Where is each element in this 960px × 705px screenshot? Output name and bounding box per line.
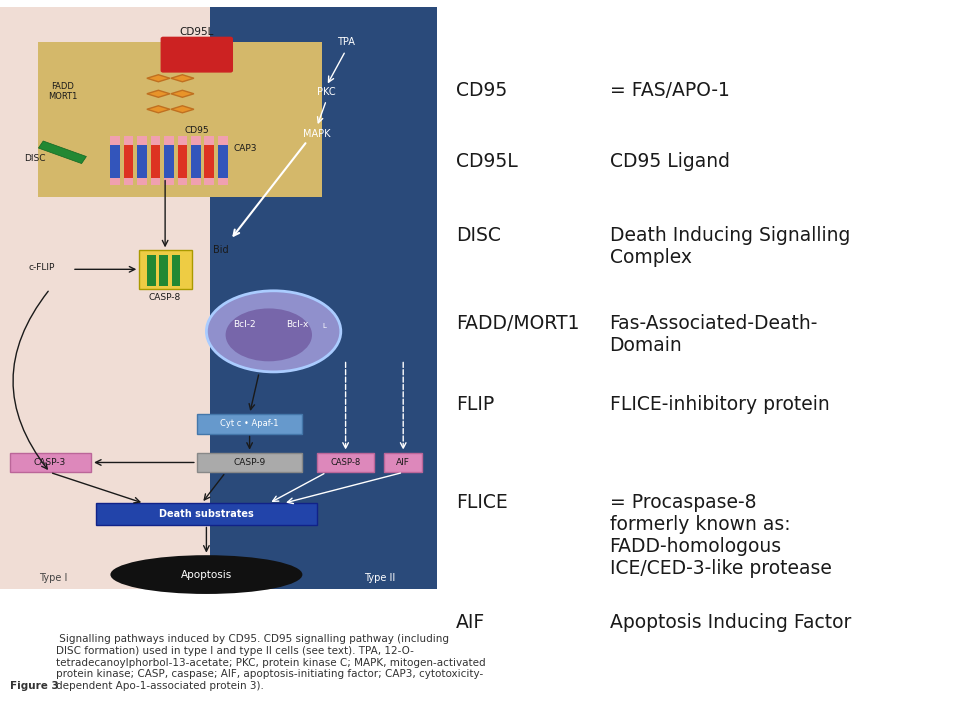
Bar: [172, 255, 180, 286]
Bar: [124, 178, 133, 185]
Bar: [0, 7, 437, 589]
Text: Type II: Type II: [364, 573, 395, 583]
FancyBboxPatch shape: [197, 414, 302, 434]
FancyBboxPatch shape: [161, 37, 232, 72]
Text: CD95: CD95: [456, 81, 507, 100]
Text: Signalling pathways induced by CD95. CD95 signalling pathway (including
DISC for: Signalling pathways induced by CD95. CD9…: [56, 634, 486, 691]
Text: Figure 3: Figure 3: [10, 681, 59, 691]
Text: Bcl-x: Bcl-x: [286, 320, 309, 329]
Text: Apoptosis Inducing Factor: Apoptosis Inducing Factor: [610, 613, 851, 632]
Text: FADD/MORT1: FADD/MORT1: [456, 314, 580, 333]
Text: CASP-8: CASP-8: [149, 293, 181, 302]
Text: CASP-8: CASP-8: [330, 458, 361, 467]
FancyBboxPatch shape: [317, 453, 374, 472]
Bar: [204, 136, 214, 145]
Ellipse shape: [206, 290, 341, 372]
Bar: [137, 136, 147, 145]
Text: AIF: AIF: [456, 613, 485, 632]
Text: Death Inducing Signalling
Complex: Death Inducing Signalling Complex: [610, 226, 850, 266]
Bar: [209, 7, 437, 589]
Text: Bid: Bid: [213, 245, 228, 255]
Bar: [191, 178, 201, 185]
Bar: [164, 141, 174, 180]
Bar: [137, 178, 147, 185]
Text: CD95 Ligand: CD95 Ligand: [610, 152, 730, 171]
Text: CAP3: CAP3: [233, 144, 256, 152]
Bar: [218, 136, 228, 145]
Text: Fas-Associated-Death-
Domain: Fas-Associated-Death- Domain: [610, 314, 818, 355]
Text: Cyt c • Apaf-1: Cyt c • Apaf-1: [221, 419, 278, 428]
Text: TPA: TPA: [337, 37, 354, 47]
Bar: [151, 178, 160, 185]
Ellipse shape: [226, 309, 312, 361]
Bar: [164, 136, 174, 145]
Text: = Procaspase-8
formerly known as:
FADD-homologous
ICE/CED-3-like protease: = Procaspase-8 formerly known as: FADD-h…: [610, 493, 831, 579]
Text: DISC: DISC: [456, 226, 501, 245]
Bar: [204, 141, 214, 180]
Bar: [191, 136, 201, 145]
Text: L: L: [323, 322, 326, 329]
Polygon shape: [147, 106, 170, 113]
Bar: [151, 141, 160, 180]
Text: PKC: PKC: [317, 87, 336, 97]
Text: FLICE-inhibitory protein: FLICE-inhibitory protein: [610, 395, 829, 414]
Bar: [124, 141, 133, 180]
Text: CD95: CD95: [184, 126, 209, 135]
Ellipse shape: [110, 556, 302, 594]
Bar: [191, 141, 201, 180]
Polygon shape: [38, 141, 86, 164]
Polygon shape: [171, 75, 194, 82]
Text: FADD
MORT1: FADD MORT1: [48, 82, 77, 102]
Text: Bcl-2: Bcl-2: [233, 320, 256, 329]
Text: CD95L: CD95L: [456, 152, 517, 171]
Polygon shape: [171, 90, 194, 97]
Bar: [218, 178, 228, 185]
Bar: [218, 141, 228, 180]
FancyBboxPatch shape: [384, 453, 422, 472]
Bar: [178, 178, 187, 185]
Text: Type I: Type I: [38, 573, 67, 583]
Text: AIF: AIF: [396, 458, 410, 467]
FancyBboxPatch shape: [197, 453, 302, 472]
Bar: [164, 178, 174, 185]
Bar: [178, 136, 187, 145]
Text: CASP-9: CASP-9: [233, 458, 266, 467]
Text: MAPK: MAPK: [303, 129, 330, 139]
Bar: [159, 255, 168, 286]
Text: CASP-3: CASP-3: [34, 458, 66, 467]
Bar: [147, 255, 156, 286]
Bar: [137, 141, 147, 180]
Bar: [110, 141, 120, 180]
Text: Apoptosis: Apoptosis: [180, 570, 232, 580]
Polygon shape: [171, 106, 194, 113]
Bar: [204, 178, 214, 185]
Polygon shape: [147, 90, 170, 97]
Bar: [38, 42, 323, 197]
Bar: [110, 178, 120, 185]
FancyBboxPatch shape: [10, 453, 91, 472]
Text: DISC: DISC: [24, 154, 45, 163]
Bar: [178, 141, 187, 180]
Bar: [124, 136, 133, 145]
Text: Death substrates: Death substrates: [159, 509, 253, 519]
Text: = FAS/APO-1: = FAS/APO-1: [610, 81, 730, 100]
Text: CD95L: CD95L: [180, 27, 214, 37]
Polygon shape: [147, 75, 170, 82]
Text: FLIP: FLIP: [456, 395, 494, 414]
Text: FLICE: FLICE: [456, 493, 508, 513]
FancyBboxPatch shape: [139, 250, 192, 289]
Bar: [110, 136, 120, 145]
Bar: [151, 136, 160, 145]
Text: c-FLIP: c-FLIP: [29, 264, 55, 272]
FancyBboxPatch shape: [96, 503, 317, 525]
